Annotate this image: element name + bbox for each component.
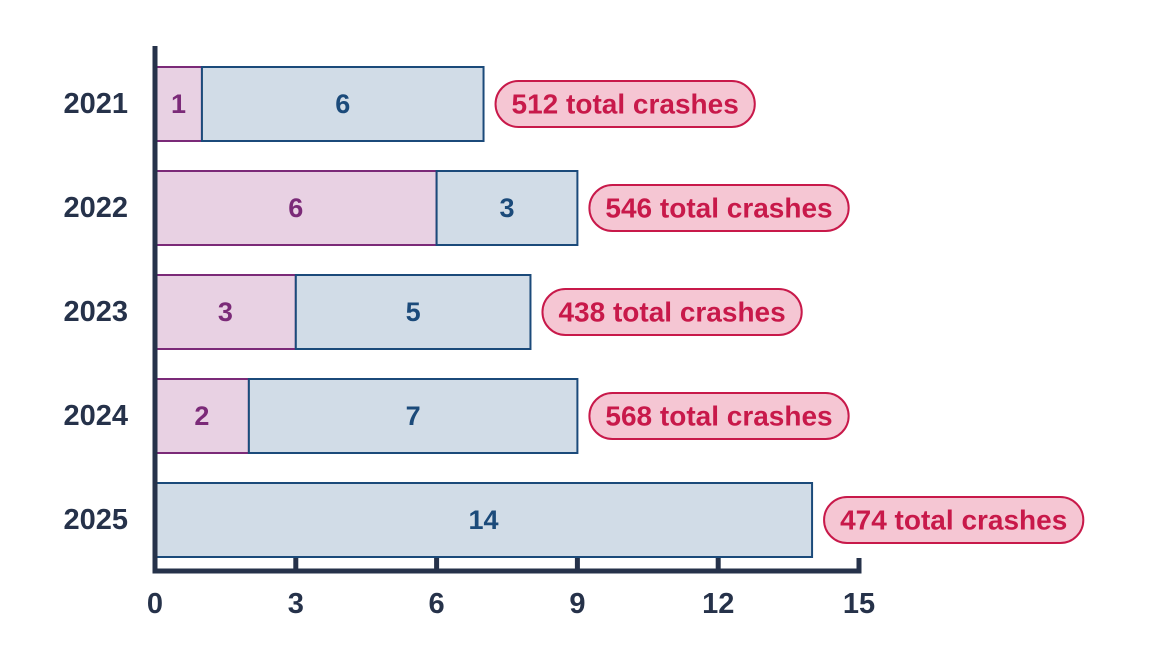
bar-2024-series-2 bbox=[247, 378, 579, 454]
bar-label-2024-series-1: 2 bbox=[194, 401, 209, 431]
x-tick-label-6: 6 bbox=[429, 588, 445, 620]
x-tick-label-15: 15 bbox=[843, 588, 875, 620]
bar-label-2022-series-1: 6 bbox=[288, 193, 303, 223]
annotation-2022: 546 total crashes bbox=[605, 193, 832, 224]
category-label-2024: 2024 bbox=[63, 400, 128, 432]
x-tick-label-12: 12 bbox=[702, 588, 734, 620]
bar-label-2023-series-1: 3 bbox=[218, 297, 233, 327]
bar-label-2021-series-2: 6 bbox=[335, 89, 350, 119]
annotation-2021: 512 total crashes bbox=[512, 89, 739, 120]
bar-label-2021-series-1: 1 bbox=[171, 89, 186, 119]
category-label-2025: 2025 bbox=[63, 504, 128, 536]
annotation-pill-2022 bbox=[588, 184, 850, 232]
bar-2025-series-2 bbox=[154, 482, 814, 558]
axis-layer bbox=[152, 46, 862, 574]
bar-label-2023-series-2: 5 bbox=[406, 297, 421, 327]
bar-2023-series-1 bbox=[154, 274, 297, 350]
annotation-pill-2024 bbox=[588, 392, 850, 440]
x-tick-label-9: 9 bbox=[569, 588, 585, 620]
category-label-2023: 2023 bbox=[63, 296, 128, 328]
category-label-2021: 2021 bbox=[63, 88, 128, 120]
bar-2021-series-2 bbox=[200, 66, 485, 142]
bar-2022-series-1 bbox=[154, 170, 438, 246]
annotation-pill-2023 bbox=[541, 288, 803, 336]
annotation-2023: 438 total crashes bbox=[558, 297, 785, 328]
labels-layer: 2021 1 6 512 total crashes 2022 6 3 546 total c… bbox=[63, 88, 1067, 620]
bar-label-2025-series-2: 14 bbox=[469, 505, 499, 535]
annotation-2025: 474 total crashes bbox=[840, 505, 1067, 536]
category-label-2022: 2022 bbox=[63, 192, 128, 224]
x-tick-label-0: 0 bbox=[147, 588, 163, 620]
bar-2023-series-2 bbox=[294, 274, 532, 350]
annotation-2024: 568 total crashes bbox=[605, 401, 832, 432]
bar-label-2024-series-2: 7 bbox=[406, 401, 421, 431]
bar-label-2022-series-2: 3 bbox=[499, 193, 514, 223]
bars-layer bbox=[154, 66, 1085, 558]
bar-2024-series-1 bbox=[154, 378, 250, 454]
bar-2022-series-2 bbox=[435, 170, 579, 246]
annotation-pill-2025 bbox=[823, 496, 1085, 544]
x-tick-label-3: 3 bbox=[288, 588, 304, 620]
annotation-pill-2021 bbox=[494, 80, 756, 128]
